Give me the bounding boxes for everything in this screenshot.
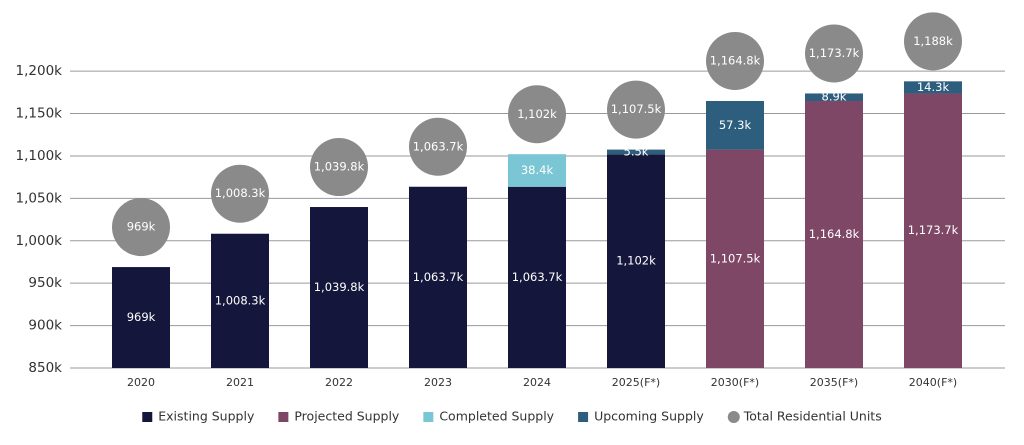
- legend-label: Existing Supply: [158, 409, 255, 424]
- x-tick-label: 2035(F*): [810, 376, 858, 389]
- legend-marker: [578, 412, 589, 422]
- value-label: 1,173.7k: [908, 223, 959, 237]
- bar-segment: [508, 186, 566, 368]
- bar-segment: [310, 207, 368, 368]
- y-tick-label: 1,200k: [16, 63, 63, 79]
- value-label: 14.3k: [917, 80, 950, 94]
- total-bubble: [706, 32, 764, 91]
- value-label: 1,063.7k: [512, 270, 563, 284]
- x-tick-label: 2024: [523, 376, 551, 389]
- bar-segment: [607, 154, 665, 368]
- value-label: 1,102k: [616, 254, 656, 268]
- y-tick-label: 850k: [28, 360, 62, 376]
- x-tick-label: 2021: [226, 376, 254, 389]
- total-bubble: [904, 12, 962, 71]
- bar-segment: [112, 267, 170, 368]
- value-label: 969k: [127, 310, 156, 324]
- x-tick-label: 2022: [325, 376, 353, 389]
- legend-marker: [727, 411, 740, 423]
- total-bubble: [211, 164, 269, 223]
- value-label: 38.4k: [521, 163, 554, 177]
- bar-segment: [508, 154, 566, 187]
- legend-label: Upcoming Supply: [594, 409, 704, 424]
- x-tick-label: 2023: [424, 376, 452, 389]
- y-tick-label: 1,150k: [16, 106, 63, 122]
- x-tick-label: 2040(F*): [909, 376, 957, 389]
- total-bubble: [310, 138, 368, 197]
- total-label: 1,188k: [913, 34, 953, 48]
- value-label: 5.5k: [624, 144, 649, 158]
- total-bubble: [409, 117, 467, 176]
- y-tick-label: 1,100k: [16, 148, 63, 164]
- bar-segment: [805, 93, 863, 102]
- total-bubble: [112, 198, 170, 257]
- bar-segment: [211, 233, 269, 368]
- bar-segment: [409, 186, 467, 368]
- total-label: 1,102k: [517, 107, 557, 121]
- value-label: 1,063.7k: [413, 270, 464, 284]
- legend-label: Projected Supply: [294, 409, 400, 424]
- value-label: 1,039.8k: [314, 280, 365, 294]
- total-label: 1,063.7k: [413, 139, 464, 153]
- x-tick-label: 2025(F*): [612, 376, 660, 389]
- bar-segment: [904, 93, 962, 369]
- legend-marker: [423, 412, 434, 422]
- total-bubble: [607, 80, 665, 139]
- total-label: 1,008.3k: [215, 186, 266, 200]
- bar-segment: [706, 149, 764, 368]
- legend-marker: [142, 412, 153, 422]
- bar-segment: [706, 101, 764, 150]
- total-label: 1,107.5k: [611, 102, 662, 116]
- total-label: 1,173.7k: [809, 46, 860, 60]
- y-tick-label: 1,000k: [16, 233, 63, 249]
- bar-segment: [805, 101, 863, 368]
- x-tick-label: 2030(F*): [711, 376, 759, 389]
- value-label: 1,008.3k: [215, 293, 266, 307]
- y-tick-label: 950k: [28, 275, 62, 291]
- total-label: 1,164.8k: [710, 54, 761, 68]
- legend-marker: [278, 412, 289, 422]
- x-tick-label: 2020: [127, 376, 155, 389]
- y-tick-label: 1,050k: [16, 190, 63, 206]
- value-label: 8.9k: [822, 90, 847, 104]
- value-label: 1,107.5k: [710, 251, 761, 265]
- y-tick-label: 900k: [28, 318, 62, 334]
- legend-label: Completed Supply: [439, 409, 554, 424]
- value-label: 57.3k: [719, 118, 752, 132]
- total-bubble: [805, 24, 863, 83]
- bar-segment: [607, 149, 665, 155]
- total-label: 1,039.8k: [314, 160, 365, 174]
- total-label: 969k: [127, 220, 156, 234]
- bar-segment: [904, 81, 962, 94]
- value-label: 1,164.8k: [809, 227, 860, 241]
- legend-label: Total Residential Units: [743, 409, 882, 424]
- total-bubble: [508, 85, 566, 144]
